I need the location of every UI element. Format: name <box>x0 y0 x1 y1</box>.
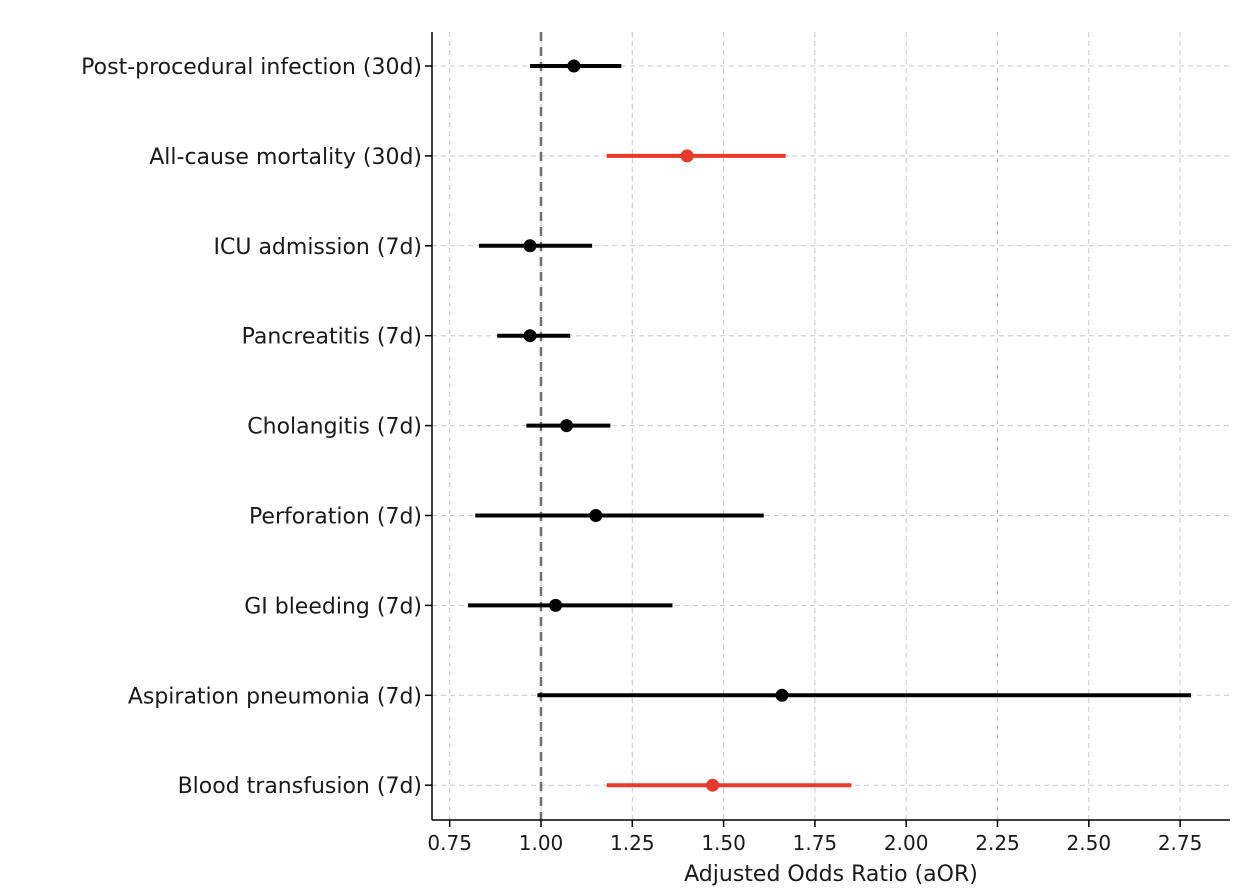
x-tick-label: 0.75 <box>427 831 472 855</box>
point-estimate <box>567 59 581 73</box>
x-tick-label: 1.50 <box>701 831 746 855</box>
x-tick-label: 2.75 <box>1158 831 1203 855</box>
category-label: Cholangitis (7d) <box>247 415 422 440</box>
category-label: Perforation (7d) <box>249 505 422 530</box>
category-label: Post-procedural infection (30d) <box>81 55 422 80</box>
x-tick-label: 1.75 <box>793 831 838 855</box>
category-label: Aspiration pneumonia (7d) <box>128 684 422 709</box>
x-tick-label: 2.00 <box>884 831 929 855</box>
point-estimate <box>523 329 537 343</box>
marks-layer <box>467 59 1192 792</box>
x-tick-label: 1.25 <box>610 831 655 855</box>
axes-layer <box>425 32 1230 827</box>
x-axis-title: Adjusted Odds Ratio (aOR) <box>684 862 978 887</box>
category-label: All-cause mortality (30d) <box>149 145 422 170</box>
point-estimate <box>560 419 574 433</box>
x-tick-label: 1.00 <box>519 831 564 855</box>
point-estimate <box>775 688 789 702</box>
x-tick-label: 2.25 <box>975 831 1020 855</box>
x-tick-label: 2.50 <box>1067 831 1112 855</box>
labels-layer: 0.75 1.00 1.25 1.50 1.75 2.00 2.25 2.50 2.75 Post… <box>81 55 1202 855</box>
category-label: Blood transfusion (7d) <box>178 774 422 799</box>
point-estimate <box>680 149 694 163</box>
point-estimate <box>549 598 563 612</box>
point-estimate <box>706 778 720 792</box>
point-estimate <box>589 509 603 522</box>
category-label: GI bleeding (7d) <box>244 594 422 619</box>
category-label: Pancreatitis (7d) <box>242 325 422 350</box>
point-estimate <box>523 239 537 253</box>
category-label: ICU admission (7d) <box>214 235 423 260</box>
